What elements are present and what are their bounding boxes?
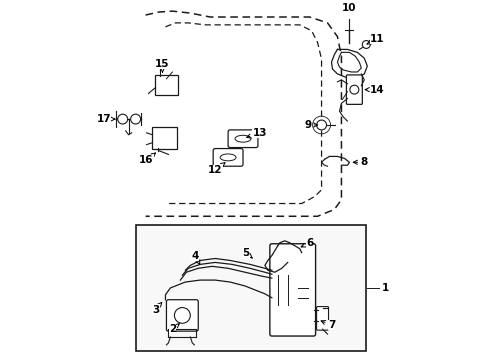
Ellipse shape [220,154,236,161]
Text: 12: 12 [207,163,224,175]
Text: 8: 8 [352,157,367,167]
Text: 15: 15 [155,59,169,72]
Text: 17: 17 [96,114,115,124]
Text: 6: 6 [301,238,313,248]
Text: 4: 4 [191,251,200,264]
Text: 2: 2 [168,324,179,334]
FancyBboxPatch shape [151,127,177,149]
Text: 11: 11 [366,33,384,44]
Circle shape [316,120,326,130]
FancyBboxPatch shape [316,307,328,330]
FancyBboxPatch shape [154,75,178,95]
Text: 1: 1 [382,283,388,293]
Text: 14: 14 [365,85,384,95]
FancyBboxPatch shape [346,75,362,104]
Text: 10: 10 [342,3,356,13]
FancyBboxPatch shape [166,300,198,331]
FancyBboxPatch shape [269,244,315,336]
Circle shape [174,307,190,323]
Text: 16: 16 [139,153,155,165]
Bar [135,225,366,351]
Text: 7: 7 [321,320,334,330]
FancyBboxPatch shape [213,149,243,166]
Text: 13: 13 [246,128,266,138]
Text: 3: 3 [152,302,162,315]
Circle shape [362,41,369,49]
FancyBboxPatch shape [227,130,257,148]
Circle shape [349,85,358,94]
Text: 5: 5 [242,248,252,258]
Circle shape [118,114,127,124]
Text: 9: 9 [304,120,317,130]
Circle shape [130,114,141,124]
Ellipse shape [235,135,250,142]
